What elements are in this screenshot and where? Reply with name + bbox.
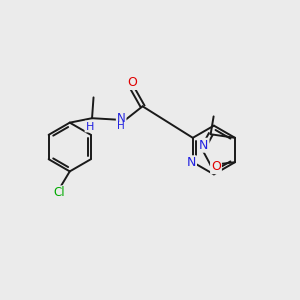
Text: N: N: [187, 156, 196, 169]
Text: O: O: [127, 76, 137, 89]
Text: N: N: [117, 112, 125, 125]
Text: Cl: Cl: [53, 186, 65, 199]
Text: N: N: [199, 139, 208, 152]
Text: H: H: [85, 122, 94, 131]
Text: H: H: [117, 121, 125, 131]
Text: O: O: [211, 160, 221, 173]
